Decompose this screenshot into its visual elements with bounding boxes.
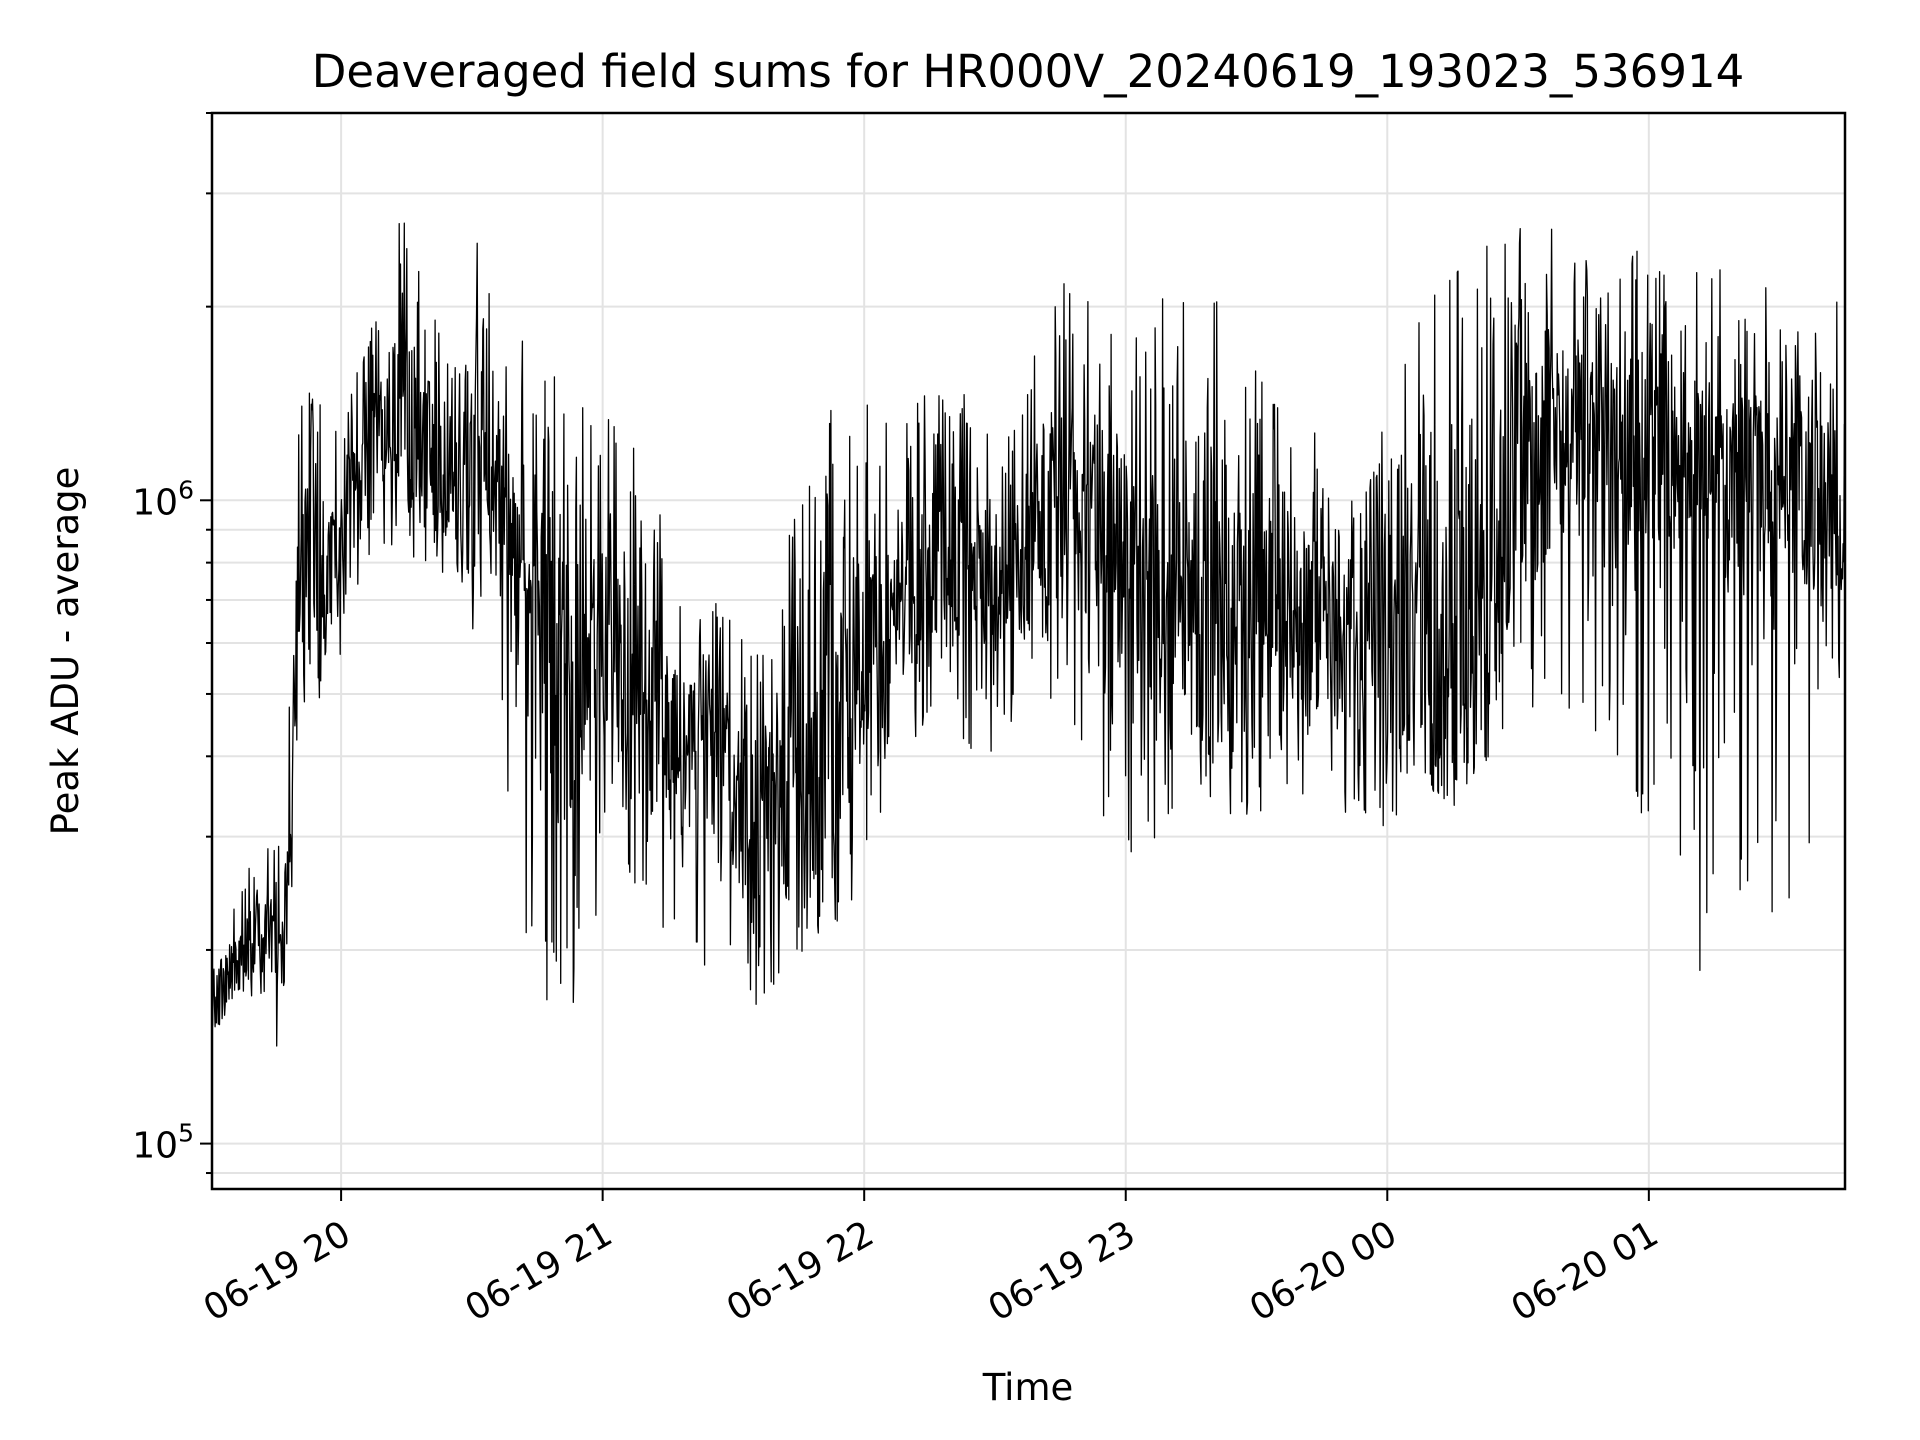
plot-frame bbox=[210, 111, 1847, 1191]
series-group bbox=[211, 222, 1846, 1047]
y-tick-label: 105 bbox=[132, 1119, 194, 1167]
y-tick-label-base: 10 bbox=[132, 482, 178, 523]
y-tick-label-base: 10 bbox=[132, 1126, 178, 1167]
y-tick-label-exp: 5 bbox=[178, 1119, 194, 1148]
chart-title: Deaveraged field sums for HR000V_2024061… bbox=[312, 45, 1744, 98]
y-tick-label-exp: 6 bbox=[178, 475, 194, 504]
x-axis-label: Time bbox=[982, 1366, 1074, 1409]
y-tick-label: 106 bbox=[132, 475, 194, 523]
y-axis-label: Peak ADU - average bbox=[44, 467, 87, 836]
series-line bbox=[211, 222, 1846, 1047]
